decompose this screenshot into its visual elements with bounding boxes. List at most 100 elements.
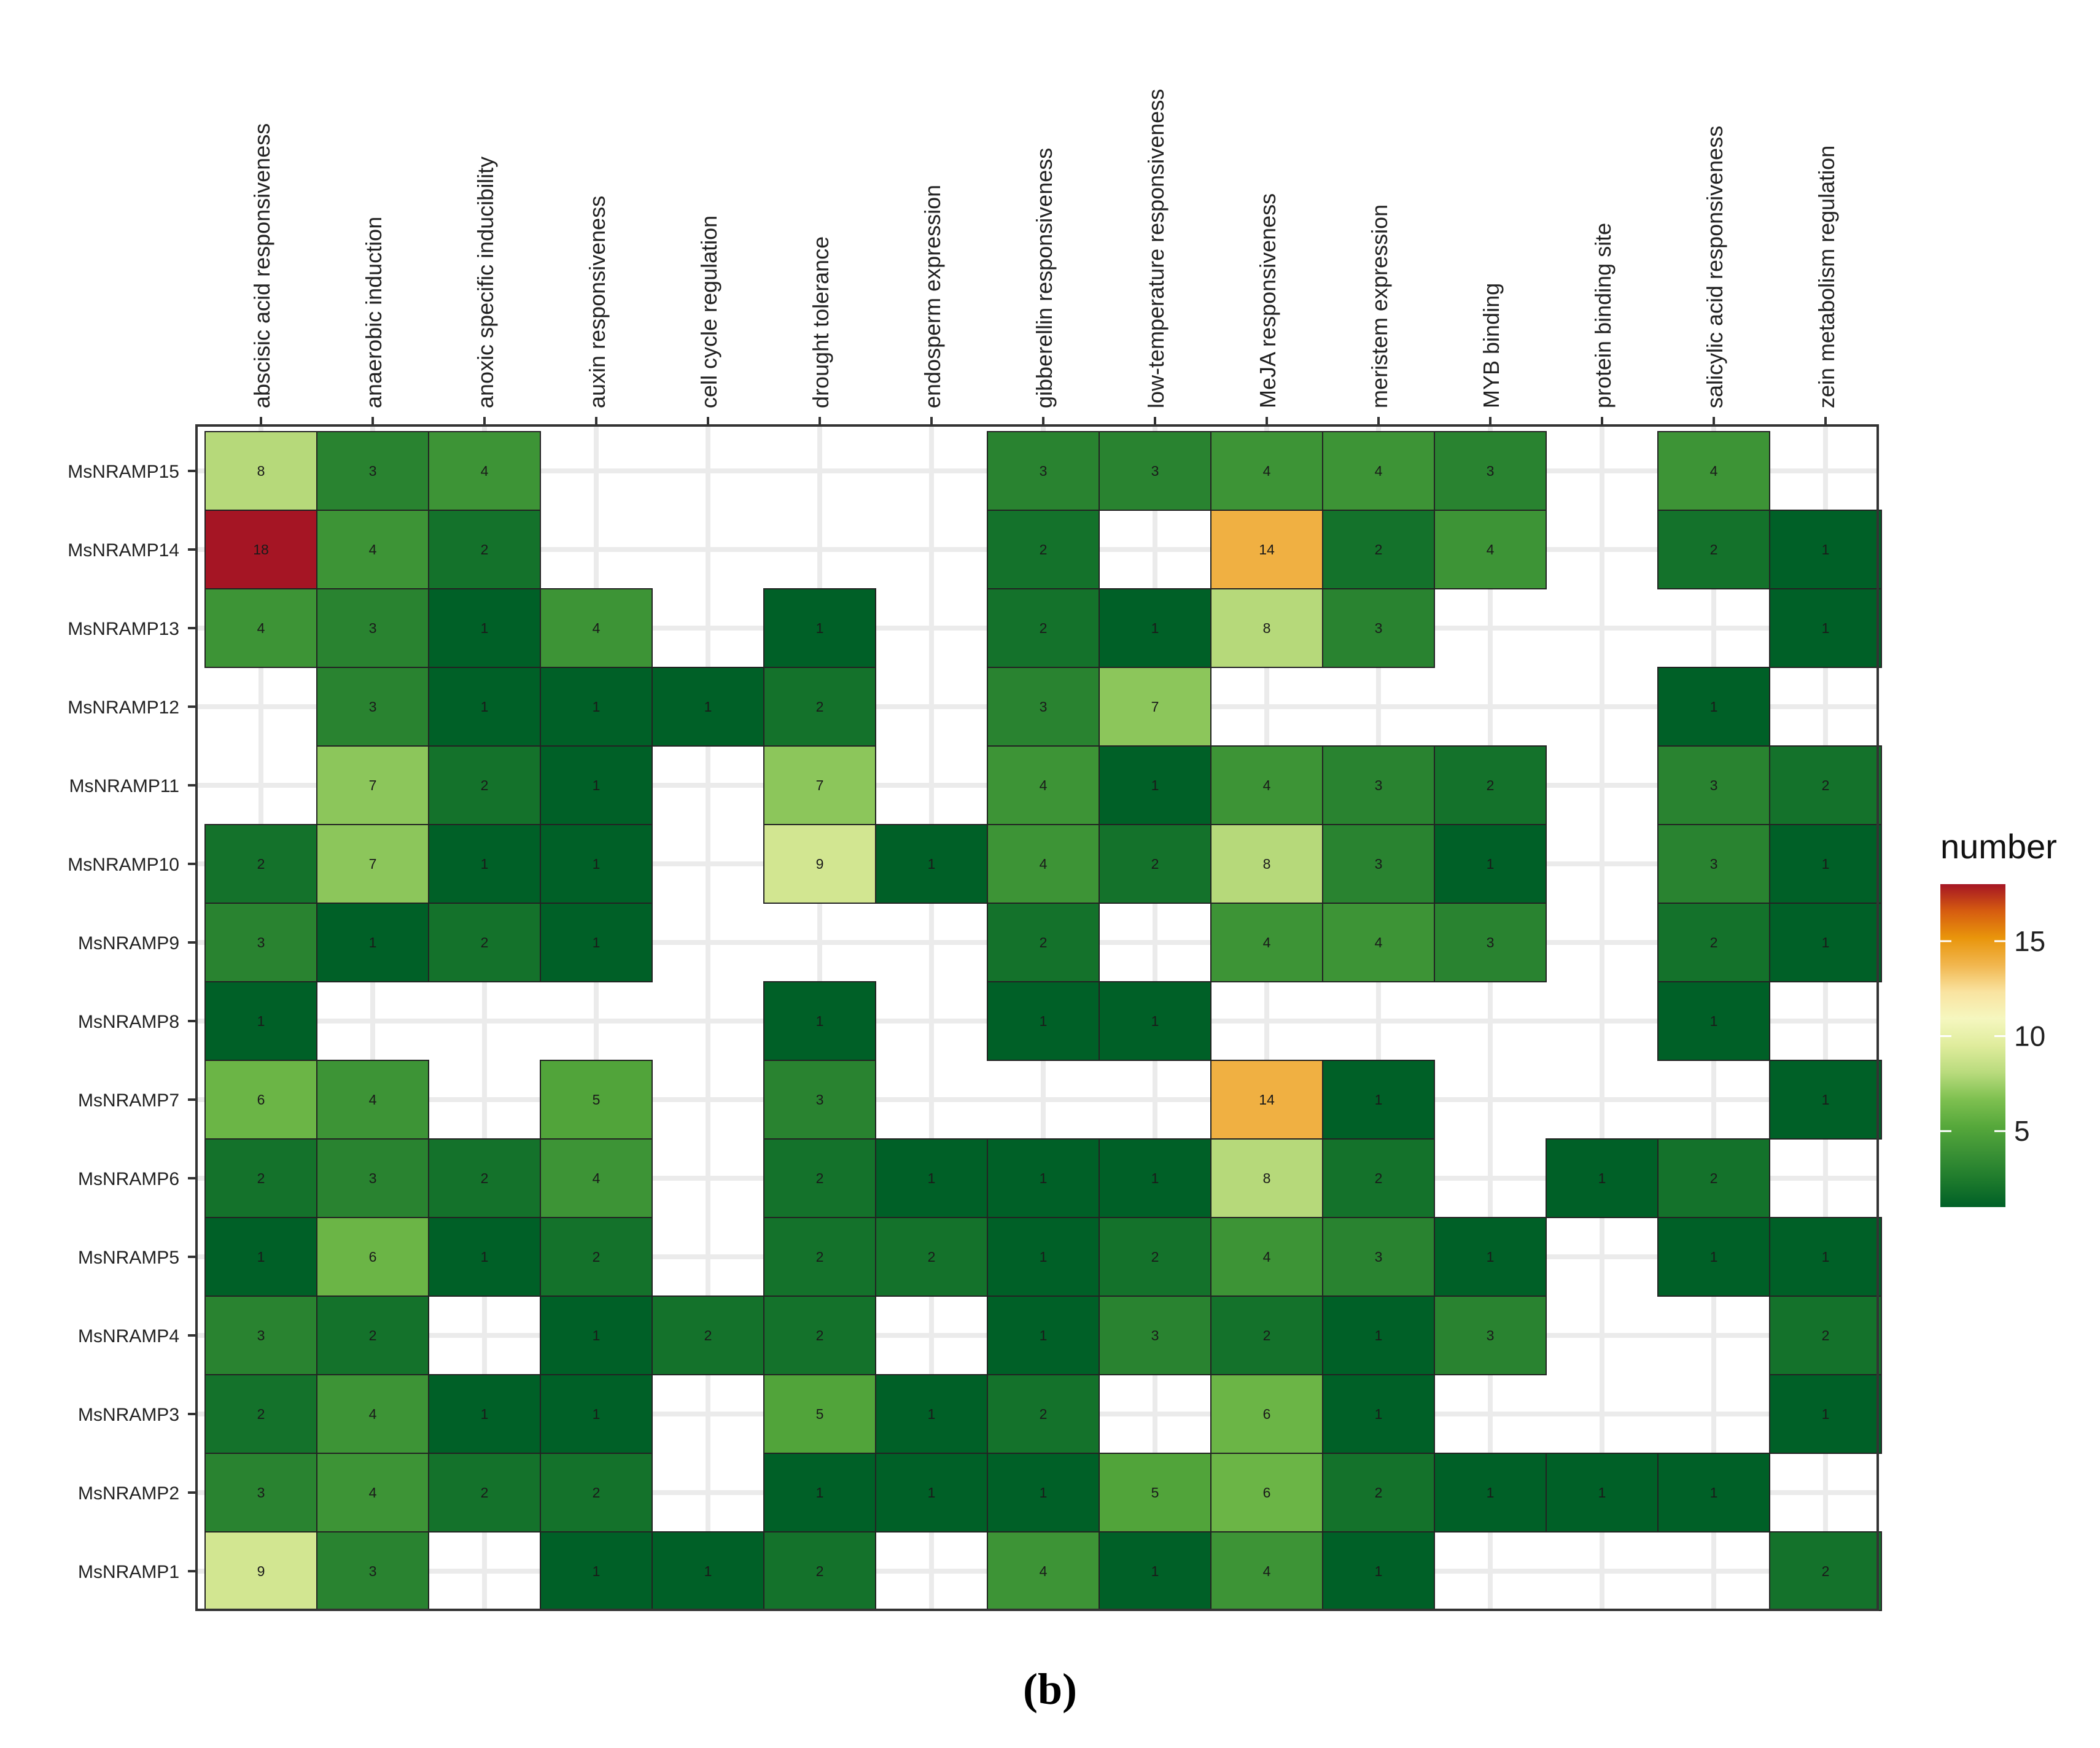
cell-value-label: 2 [481,542,489,557]
cell-value-label: 4 [1263,777,1271,793]
y-axis-label: MsNRAMP3 [78,1405,179,1425]
heatmap-cell [987,1374,1100,1454]
cell-value-label: 2 [1040,620,1048,636]
heatmap-cell [1322,588,1435,668]
cell-value-label: 3 [369,463,377,479]
cell-value-label: 1 [816,1485,824,1501]
heatmap-cell [1769,1531,1882,1611]
cell-value-label: 3 [369,699,377,715]
heatmap-cell [1769,1374,1882,1454]
heatmap-cell [987,824,1100,904]
cell-value-label: 1 [1487,856,1495,872]
x-axis-label: zein metabolism regulation [1814,146,1839,408]
heatmap-cell [651,667,764,747]
cell-value-label: 1 [1040,1327,1048,1343]
heatmap-cell [875,1138,988,1218]
cell-value-label: 18 [253,542,269,557]
cell-value-label: 3 [1040,699,1048,715]
legend-tick-label: 10 [2014,1020,2045,1052]
heatmap-cell [987,667,1100,747]
cell-value-label: 1 [481,856,489,872]
legend-tick-label: 5 [2014,1115,2030,1147]
cell-value-label: 1 [1487,1485,1495,1501]
heatmap-cell [540,1374,653,1454]
cell-value-label: 3 [1375,1249,1383,1265]
y-axis-label: MsNRAMP8 [78,1012,179,1032]
cell-value-label: 1 [1822,934,1830,950]
cell-value-label: 2 [1487,777,1495,793]
heatmap-cell [763,588,876,668]
x-axis-label: meristem expression [1367,204,1392,408]
cell-value-label: 1 [593,699,601,715]
heatmap-cell [987,903,1100,982]
heatmap-cell [428,903,541,982]
cell-value-label: 1 [1822,1092,1830,1108]
y-axis-label: MsNRAMP6 [78,1169,179,1189]
heatmap-cell [316,745,429,825]
heatmap-cell [1322,1060,1435,1140]
heatmap-cell [987,1138,1100,1218]
cell-value-label: 2 [1263,1327,1271,1343]
heatmap-cell [987,1217,1100,1297]
heatmap-cell [763,981,876,1061]
cell-value-label: 2 [1375,542,1383,557]
heatmap-cell [204,1531,317,1611]
cell-value-label: 2 [1151,1249,1159,1265]
heatmap-cell [1657,431,1770,511]
heatmap-cell [540,1138,653,1218]
cell-value-label: 4 [1375,934,1383,950]
heatmap-cell [987,431,1100,511]
heatmap-cell [1546,1453,1659,1532]
cell-value-label: 7 [1151,699,1159,715]
x-axis-label: low-temperature responsiveness [1143,89,1169,408]
heatmap-cell [1434,745,1547,825]
heatmap-cell [428,824,541,904]
heatmap-cell [316,1374,429,1454]
cell-value-label: 2 [1822,777,1830,793]
x-axis-label: endosperm expression [920,185,945,408]
heatmap-cell [428,745,541,825]
cell-value-label: 3 [1375,620,1383,636]
cell-value-label: 8 [1263,856,1271,872]
cell-value-label: 1 [928,856,936,872]
heatmap-cell [316,1531,429,1611]
cell-value-label: 9 [257,1563,265,1579]
cell-value-label: 4 [593,620,601,636]
cell-value-label: 1 [928,1406,936,1422]
heatmap-cell [1434,1453,1547,1532]
heatmap-cell [428,1138,541,1218]
heatmap-cell [763,1217,876,1297]
cell-value-label: 1 [816,1013,824,1029]
heatmap-cell [1769,1295,1882,1375]
cell-value-label: 1 [593,934,601,950]
x-axis-labels: abscisic acid responsiveness anaerobic in… [249,89,1839,425]
y-axis-label: MsNRAMP12 [68,697,179,718]
y-axis-label: MsNRAMP2 [78,1483,179,1504]
x-axis-label: anaerobic induction [361,217,386,408]
y-axis-label: MsNRAMP4 [78,1326,179,1346]
cell-value-label: 1 [593,1563,601,1579]
heatmap-cell [1322,1295,1435,1375]
cell-value-label: 1 [1710,699,1718,715]
heatmap-cell [1322,1217,1435,1297]
heatmap-cell [1210,1374,1323,1454]
heatmap-cell [540,1295,653,1375]
cell-value-label: 1 [1710,1249,1718,1265]
heatmap-cell [763,1531,876,1611]
cell-value-label: 1 [593,1406,601,1422]
cell-value-label: 2 [593,1249,601,1265]
cell-value-label: 6 [257,1092,265,1108]
heatmap-cell [651,1531,764,1611]
heatmap-cell [1099,1217,1211,1297]
cell-value-label: 3 [1375,777,1383,793]
y-axis-label: MsNRAMP15 [68,462,179,482]
x-axis-label: salicylic acid responsiveness [1702,126,1727,408]
cell-value-label: 2 [481,1170,489,1186]
heatmap-cell [1099,1531,1211,1611]
heatmap-cell [987,510,1100,589]
cell-value-label: 8 [1263,1170,1271,1186]
heatmap-cell [987,981,1100,1061]
y-axis-label: MsNRAMP7 [78,1090,179,1111]
heatmap-cell [1099,667,1211,747]
cell-value-label: 2 [816,1327,824,1343]
